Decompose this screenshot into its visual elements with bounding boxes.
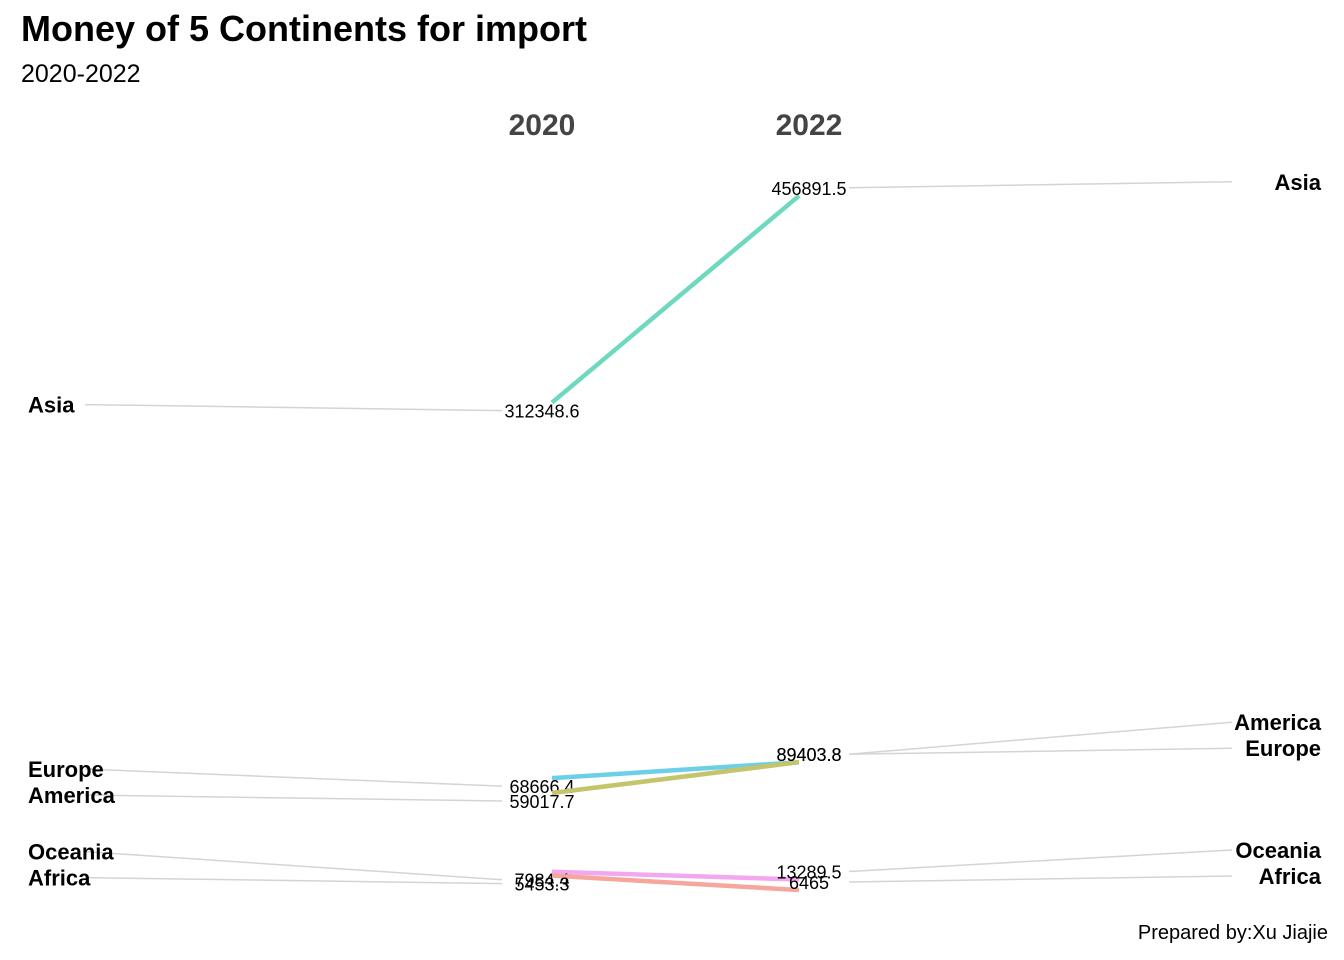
value-label-2020-america: 59017.7 bbox=[509, 792, 574, 812]
name-label-right-europe: Europe bbox=[1245, 736, 1321, 761]
caption: Prepared by:Xu Jiajie bbox=[1137, 922, 1328, 944]
connector-right-europe bbox=[848, 747, 1233, 755]
value-label-2022-europe: 89403.8 bbox=[776, 745, 841, 765]
value-label-2020-asia: 312348.6 bbox=[504, 402, 579, 422]
connector-left-oceania bbox=[84, 850, 503, 881]
chart-subtitle: 2020-2022 bbox=[21, 60, 141, 88]
name-label-left-africa: Africa bbox=[28, 866, 91, 891]
series-line-oceania bbox=[551, 869, 800, 882]
name-label-left-asia: Asia bbox=[28, 393, 75, 418]
series-line-asia bbox=[550, 194, 801, 405]
value-label-2022-asia: 456891.5 bbox=[771, 179, 846, 199]
value-label-2022-oceania: 13289.5 bbox=[776, 863, 841, 883]
connector-left-asia bbox=[84, 403, 503, 412]
connector-right-oceania bbox=[848, 849, 1233, 873]
connector-left-africa bbox=[84, 876, 503, 885]
name-label-right-oceania: Oceania bbox=[1235, 838, 1321, 863]
name-label-right-america: America bbox=[1234, 710, 1322, 735]
series-line-africa bbox=[551, 873, 800, 893]
value-label-2022-africa: 6465 bbox=[789, 873, 829, 893]
connector-right-america bbox=[848, 721, 1233, 755]
value-label-2022-america: 89403.8 bbox=[776, 745, 841, 765]
connector-right-asia bbox=[848, 181, 1233, 189]
value-label-2020-africa: 5453.3 bbox=[514, 875, 569, 895]
year-header-2022: 2022 bbox=[776, 109, 843, 142]
connector-left-europe bbox=[84, 768, 503, 787]
name-label-left-america: America bbox=[28, 783, 116, 808]
name-label-left-europe: Europe bbox=[28, 757, 104, 782]
series-line-america bbox=[551, 759, 800, 796]
name-label-right-africa: Africa bbox=[1259, 864, 1322, 889]
connector-right-africa bbox=[848, 875, 1233, 883]
name-label-left-oceania: Oceania bbox=[28, 840, 114, 865]
year-header-2020: 2020 bbox=[509, 109, 576, 142]
series-line-europe bbox=[551, 759, 800, 781]
connector-left-america bbox=[84, 794, 503, 802]
name-label-right-asia: Asia bbox=[1275, 170, 1322, 195]
chart-title: Money of 5 Continents for import bbox=[21, 8, 587, 49]
